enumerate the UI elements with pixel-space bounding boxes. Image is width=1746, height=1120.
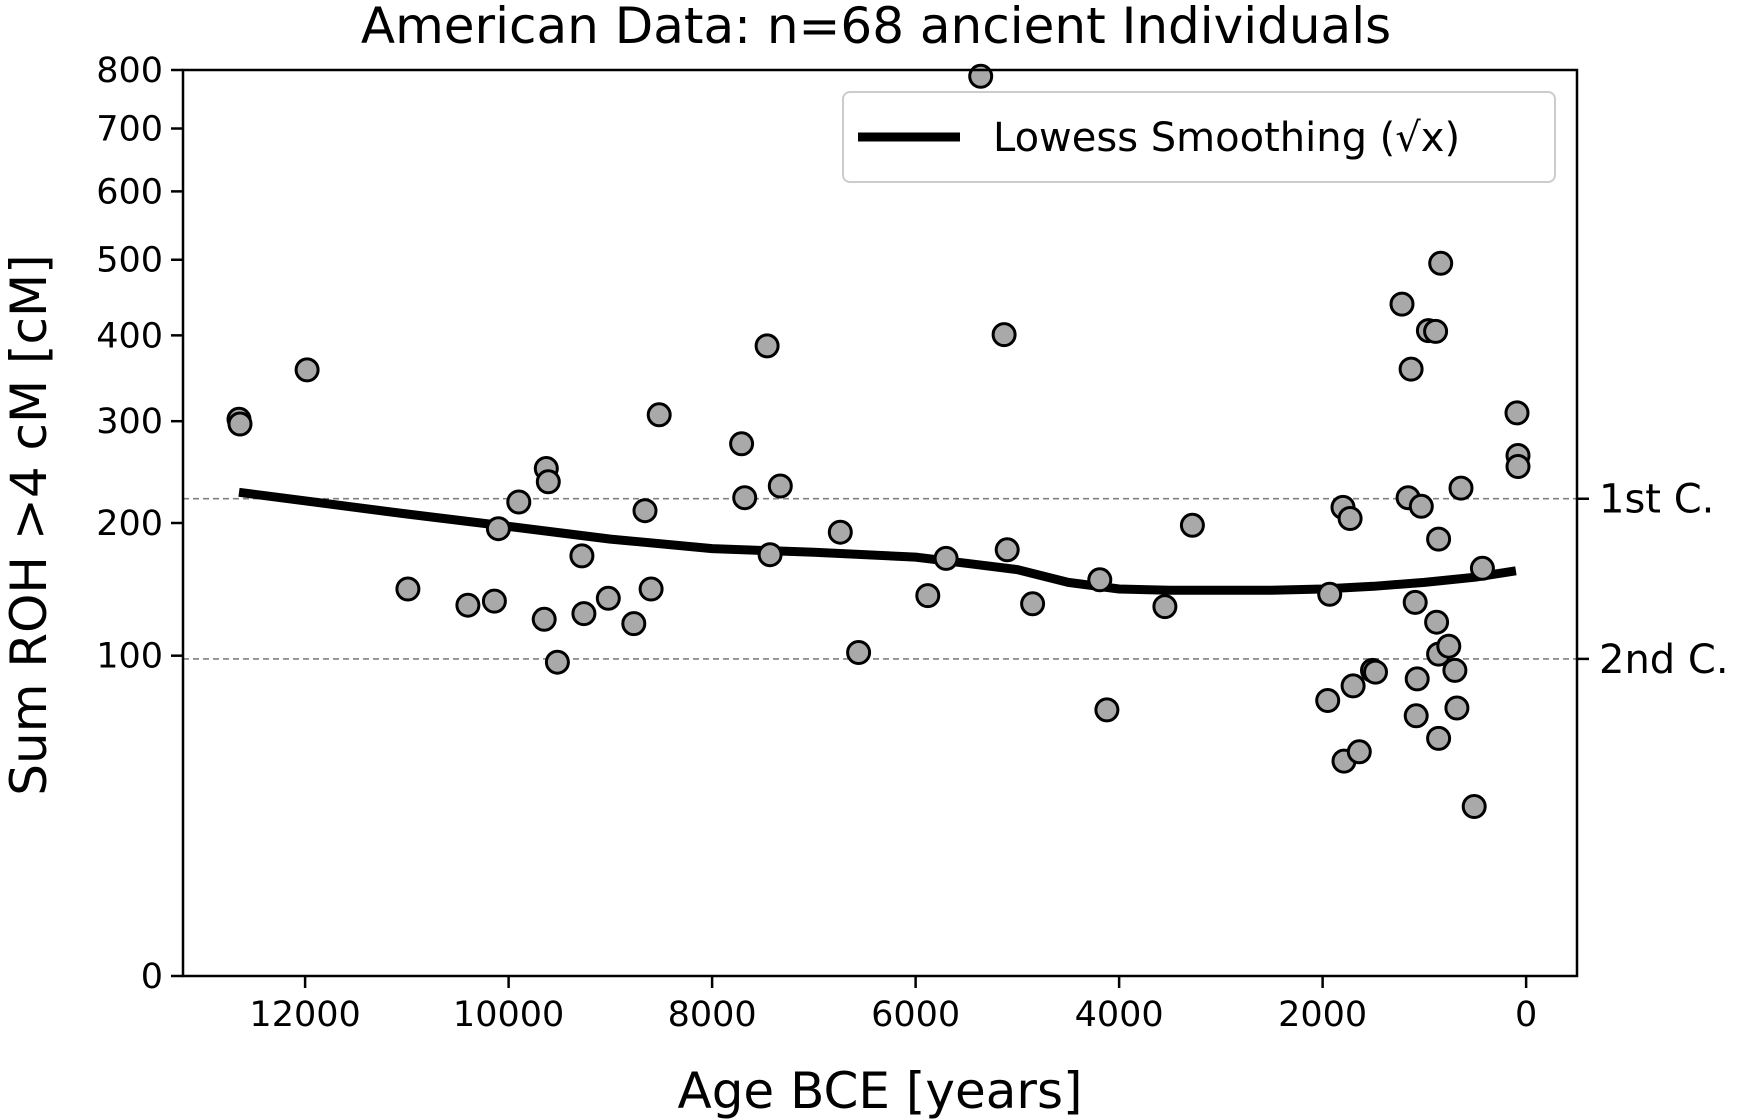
scatter-points <box>226 63 1531 819</box>
x-tick-label: 12000 <box>249 995 360 1035</box>
data-point <box>1408 493 1434 519</box>
data-point <box>1444 695 1470 721</box>
y-tick-label: 200 <box>96 504 163 544</box>
data-point <box>395 576 421 602</box>
y-tick-label: 800 <box>96 51 163 91</box>
data-point <box>1317 581 1343 607</box>
data-point <box>1398 356 1424 382</box>
data-point <box>1152 594 1178 620</box>
data-point <box>1436 633 1462 659</box>
data-point <box>1087 567 1113 593</box>
data-point <box>846 640 872 665</box>
data-point <box>1094 697 1120 723</box>
data-point <box>1404 666 1430 692</box>
x-axis-label: Age BCE [years] <box>677 1062 1082 1120</box>
data-point <box>569 543 595 569</box>
data-point <box>506 489 532 515</box>
y-tick-label: 300 <box>96 402 163 442</box>
data-point <box>531 606 557 632</box>
legend-label: Lowess Smoothing (√x) <box>993 115 1460 161</box>
data-point <box>1461 794 1487 819</box>
data-point <box>1389 291 1415 317</box>
data-point <box>1505 454 1531 479</box>
x-tick-label: 8000 <box>668 995 757 1035</box>
y-axis-label: Sum ROH >4 cM [cM] <box>0 254 58 795</box>
data-point <box>1402 589 1428 615</box>
data-point <box>1424 609 1450 635</box>
x-tick-label: 2000 <box>1278 995 1367 1035</box>
data-point <box>827 519 853 545</box>
y-tick-label: 400 <box>96 316 163 356</box>
data-point <box>1179 512 1205 538</box>
data-point <box>1426 725 1452 751</box>
data-point <box>571 601 597 627</box>
y-tick-label: 700 <box>96 110 163 150</box>
data-point <box>1423 318 1449 344</box>
lowess-line <box>238 487 1517 595</box>
data-point <box>1428 250 1454 276</box>
data-point <box>729 431 755 457</box>
legend-box <box>842 91 1556 183</box>
data-point <box>1337 506 1363 531</box>
data-point <box>485 516 511 542</box>
reference-line-label: 1st C. <box>1599 477 1714 523</box>
y-tick-label: 500 <box>96 241 163 281</box>
data-point <box>544 649 570 675</box>
x-tick-label: 0 <box>1515 995 1537 1035</box>
y-tick-label: 600 <box>96 172 163 212</box>
y-axis-ticks: 0 100 200 300 400 500 600 700 800 <box>96 51 183 997</box>
plot-area <box>183 70 1577 976</box>
data-point <box>621 611 647 637</box>
chart-title: American Data: n=68 ancient Individuals <box>361 0 1391 55</box>
data-point <box>595 585 621 611</box>
data-point <box>757 542 783 568</box>
y-tick-label: 0 <box>141 957 163 997</box>
data-point <box>915 583 941 609</box>
data-point <box>1469 555 1495 581</box>
data-point <box>1426 526 1452 552</box>
data-point <box>1340 673 1366 699</box>
data-point <box>1020 591 1046 617</box>
data-point <box>991 322 1017 348</box>
data-point <box>638 576 664 602</box>
x-tick-label: 6000 <box>871 995 960 1035</box>
data-point <box>646 402 672 428</box>
data-point <box>1504 400 1530 426</box>
data-point <box>1403 703 1429 729</box>
data-point <box>1448 475 1474 501</box>
y-tick-label: 100 <box>96 637 163 677</box>
data-point <box>994 537 1020 563</box>
x-tick-label: 10000 <box>453 995 564 1035</box>
data-point <box>294 357 320 383</box>
data-point <box>732 485 758 511</box>
data-point <box>1315 688 1341 713</box>
data-point <box>535 469 561 495</box>
data-point <box>754 333 780 359</box>
data-point <box>632 498 658 524</box>
x-axis-ticks: 12000 10000 8000 6000 4000 2000 0 <box>249 976 1537 1035</box>
x-tick-label: 4000 <box>1075 995 1164 1035</box>
data-point <box>767 473 793 499</box>
data-point <box>968 63 994 89</box>
data-point <box>455 592 481 618</box>
data-point <box>481 588 507 614</box>
data-point <box>1363 659 1388 685</box>
data-point <box>1346 739 1372 765</box>
lowess-series <box>238 487 1517 595</box>
legend: Lowess Smoothing (√x) <box>842 91 1556 183</box>
reference-line-label: 2nd C. <box>1599 637 1729 683</box>
data-point <box>933 545 959 571</box>
data-point <box>1442 657 1468 683</box>
data-point <box>227 411 253 437</box>
